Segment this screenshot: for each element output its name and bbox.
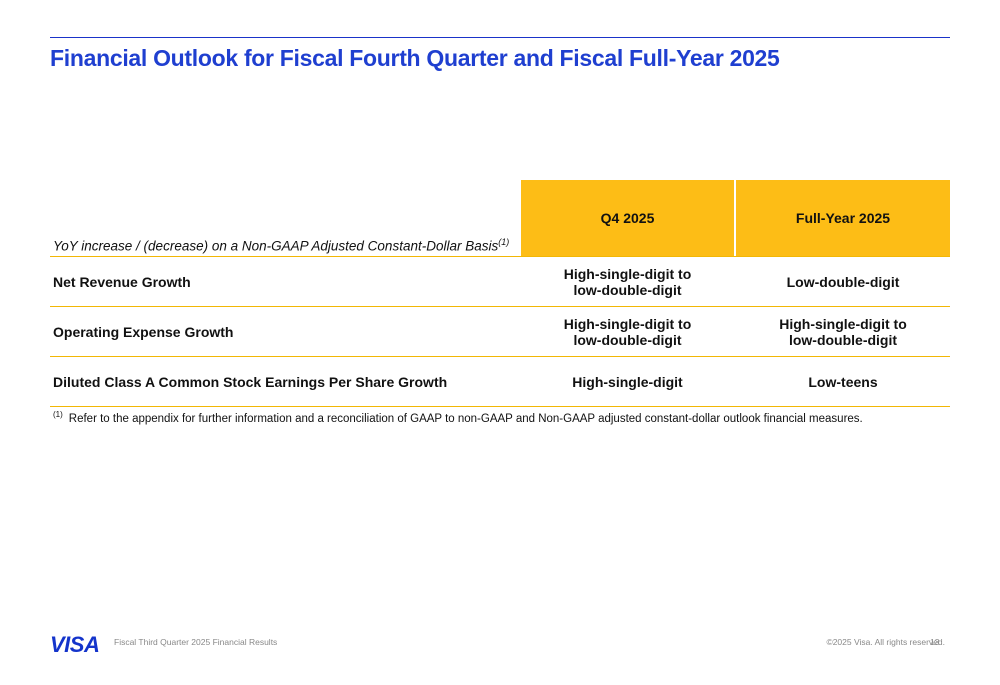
basis-label: YoY increase / (decrease) on a Non-GAAP … [53, 237, 509, 254]
basis-footnote-marker: (1) [498, 236, 510, 247]
cell-full-year: Low-teens [808, 373, 878, 390]
column-header-q4: Q4 2025 [521, 180, 734, 256]
row-label: Net Revenue Growth [53, 273, 191, 290]
page-title: Financial Outlook for Fiscal Fourth Quar… [50, 45, 780, 71]
visa-logo: VISA [50, 632, 100, 657]
table-header-row: YoY increase / (decrease) on a Non-GAAP … [50, 180, 950, 257]
cell-q4: High-single-digit [572, 373, 683, 390]
outlook-table: YoY increase / (decrease) on a Non-GAAP … [50, 180, 950, 407]
page-number: 13 [930, 637, 940, 647]
footnote-marker: (1) [53, 410, 63, 419]
cell-full-year: High-single-digit to low-double-digit [779, 315, 907, 348]
table-row: Operating Expense Growth High-single-dig… [50, 307, 950, 357]
cell-q4: High-single-digit to low-double-digit [563, 315, 692, 348]
cell-q4: High-single-digit to low-double-digit [563, 265, 692, 298]
table-row: Net Revenue Growth High-single-digit to l… [50, 257, 950, 307]
basis-label-text: YoY increase / (decrease) on a Non-GAAP … [53, 238, 499, 253]
row-label: Diluted Class A Common Stock Earnings Pe… [53, 373, 448, 390]
cell-full-year: Low-double-digit [786, 273, 900, 290]
footer-report-title: Fiscal Third Quarter 2025 Financial Resu… [114, 637, 278, 647]
column-header-full-year: Full-Year 2025 [736, 180, 950, 256]
table-row: Diluted Class A Common Stock Earnings Pe… [50, 357, 950, 407]
footnote: (1) Refer to the appendix for further inf… [53, 410, 863, 425]
footnote-text: Refer to the appendix for further inform… [68, 412, 863, 425]
footer-copyright: ©2025 Visa. All rights reserved. [826, 637, 945, 647]
row-label: Operating Expense Growth [53, 323, 234, 340]
top-rule [50, 37, 950, 38]
